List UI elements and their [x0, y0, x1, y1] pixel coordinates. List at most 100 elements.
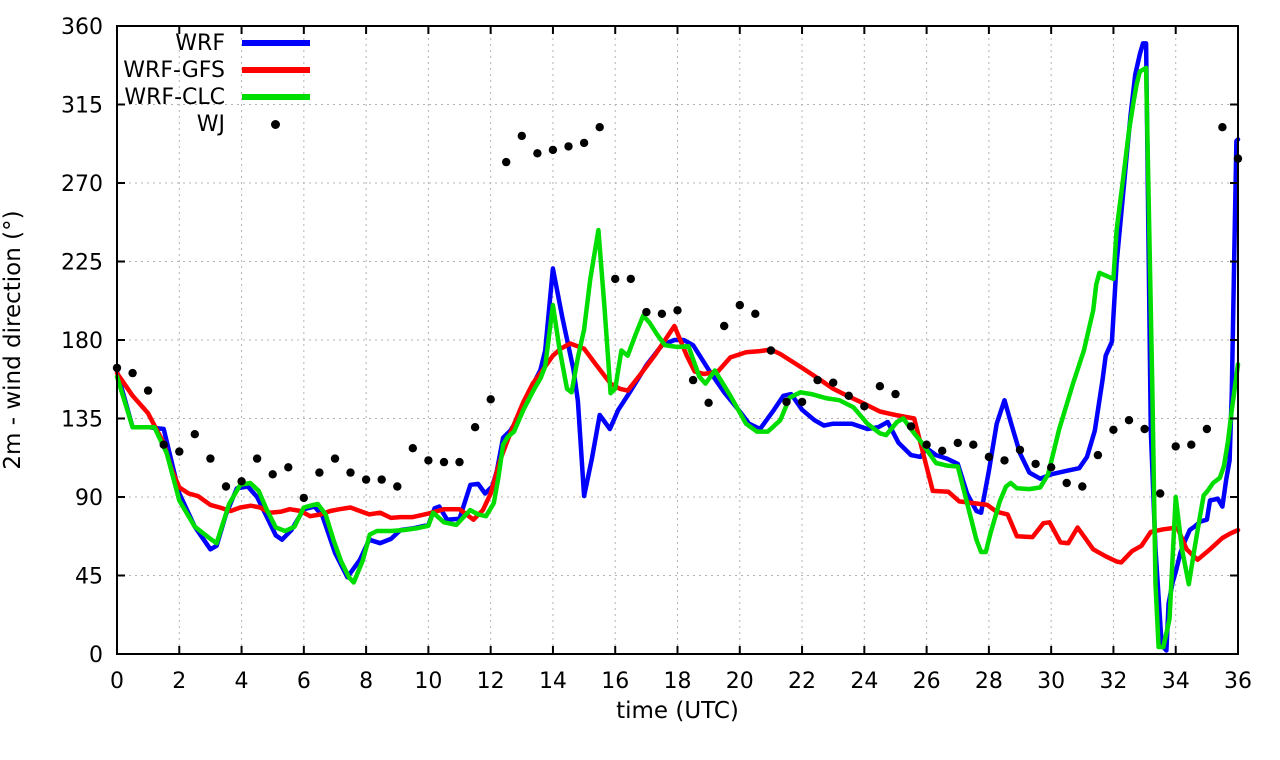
data-point-WJ: [330, 454, 340, 463]
data-point-WJ: [424, 456, 433, 465]
series-layer: [112, 41, 1243, 653]
legend-dot-icon-WJ: [271, 120, 280, 129]
data-point-WJ: [159, 440, 168, 449]
legend-sample-WRF-CLC: [242, 84, 310, 111]
series-points-WJ: [112, 123, 1243, 503]
data-point-WJ: [1015, 445, 1025, 455]
data-point-WJ: [860, 402, 869, 411]
data-point-WJ: [1047, 463, 1056, 472]
data-point-WJ: [938, 446, 947, 455]
legend-label-WJ: WJ: [196, 112, 225, 137]
data-point-WJ: [984, 452, 994, 462]
data-point-WJ: [657, 309, 667, 318]
x-tick-label: 16: [601, 669, 629, 694]
x-axis-title: time (UTC): [616, 698, 739, 724]
data-point-WJ: [673, 306, 682, 315]
data-point-WJ: [1187, 440, 1196, 449]
y-tick-label: 315: [61, 94, 103, 119]
data-point-WJ: [470, 423, 480, 432]
data-point-WJ: [564, 142, 573, 151]
legend-label-WRF: WRF: [175, 31, 225, 56]
data-point-WJ: [252, 454, 262, 463]
legend-item-WRF: WRF: [0, 30, 310, 57]
data-point-WJ: [1000, 456, 1009, 465]
data-point-WJ: [175, 447, 184, 456]
data-point-WJ: [953, 438, 962, 448]
legend-sample-WRF-GFS: [242, 57, 310, 84]
legend-item-WRF-CLC: WRF-CLC: [0, 84, 310, 111]
data-point-WJ: [1062, 478, 1071, 488]
data-point-WJ: [268, 470, 277, 479]
x-tick-label: 10: [414, 669, 442, 694]
x-tick-label: 24: [850, 669, 878, 694]
data-point-WJ: [875, 382, 885, 391]
data-point-WJ: [1218, 123, 1227, 132]
y-tick-label: 135: [61, 408, 103, 433]
tick-labels: 0 2 4 6 8 10 12 14 16 18 20 22 24 26 28 30 32 34 360459013…: [61, 15, 1252, 694]
data-point-WJ: [891, 389, 900, 399]
data-point-WJ: [486, 395, 495, 404]
y-tick-label: 360: [61, 15, 103, 40]
data-point-WJ: [642, 307, 651, 317]
data-point-WJ: [377, 475, 386, 484]
legend-sample-WRF: [242, 30, 310, 57]
x-tick-label: 36: [1224, 669, 1252, 694]
legend-line-icon-WRF-CLC: [242, 94, 310, 100]
data-point-WJ: [688, 375, 698, 385]
data-point-WJ: [533, 149, 542, 158]
data-point-WJ: [143, 386, 153, 395]
data-point-WJ: [906, 422, 916, 431]
data-point-WJ: [611, 274, 620, 284]
data-point-WJ: [1031, 459, 1040, 469]
y-axis-title: 2m - wind direction (°): [0, 210, 26, 470]
y-tick-label: 0: [89, 643, 103, 668]
data-point-WJ: [408, 444, 417, 453]
y-tick-label: 225: [61, 251, 103, 276]
x-tick-label: 34: [1162, 669, 1190, 694]
y-tick-label: 45: [75, 565, 103, 590]
x-tick-label: 30: [1037, 669, 1065, 694]
data-point-WJ: [579, 138, 589, 148]
x-tick-label: 6: [297, 669, 311, 694]
data-point-WJ: [1140, 424, 1149, 434]
y-tick-label: 180: [61, 329, 103, 354]
legend: WRF WRF-GFS WRF-CLC WJ: [0, 30, 310, 138]
data-point-WJ: [299, 493, 308, 503]
data-point-WJ: [922, 440, 931, 449]
data-point-WJ: [128, 368, 137, 378]
y-tick-label: 270: [61, 172, 103, 197]
data-point-WJ: [206, 454, 215, 463]
data-point-WJ: [829, 378, 838, 387]
x-tick-label: 12: [477, 669, 505, 694]
x-tick-label: 22: [788, 669, 816, 694]
legend-label-WRF-CLC: WRF-CLC: [124, 85, 225, 110]
x-tick-label: 14: [539, 669, 567, 694]
data-point-WJ: [517, 131, 526, 141]
data-point-WJ: [813, 375, 822, 385]
data-point-WJ: [1202, 424, 1212, 434]
x-tick-label: 8: [359, 669, 373, 694]
legend-item-WJ: WJ: [0, 111, 310, 138]
data-point-WJ: [1156, 489, 1165, 498]
data-point-WJ: [315, 468, 324, 477]
y-tick-label: 90: [75, 486, 103, 511]
data-point-WJ: [439, 457, 449, 467]
data-point-WJ: [782, 397, 791, 407]
x-tick-label: 0: [110, 669, 124, 694]
data-point-WJ: [797, 397, 807, 407]
data-point-WJ: [720, 321, 729, 331]
data-point-WJ: [751, 309, 760, 318]
x-tick-label: 28: [975, 669, 1003, 694]
data-point-WJ: [221, 482, 231, 491]
x-tick-label: 20: [726, 669, 754, 694]
data-point-WJ: [1109, 425, 1118, 434]
data-point-WJ: [595, 123, 604, 132]
data-point-WJ: [393, 482, 402, 491]
x-tick-label: 26: [913, 669, 941, 694]
x-tick-label: 2: [172, 669, 186, 694]
legend-line-icon-WRF-GFS: [242, 67, 310, 73]
series-line-WRF-GFS: [114, 323, 1241, 565]
data-point-WJ: [766, 346, 776, 355]
